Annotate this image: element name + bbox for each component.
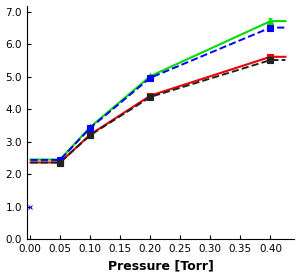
X-axis label: Pressure [Torr]: Pressure [Torr]: [108, 259, 214, 272]
